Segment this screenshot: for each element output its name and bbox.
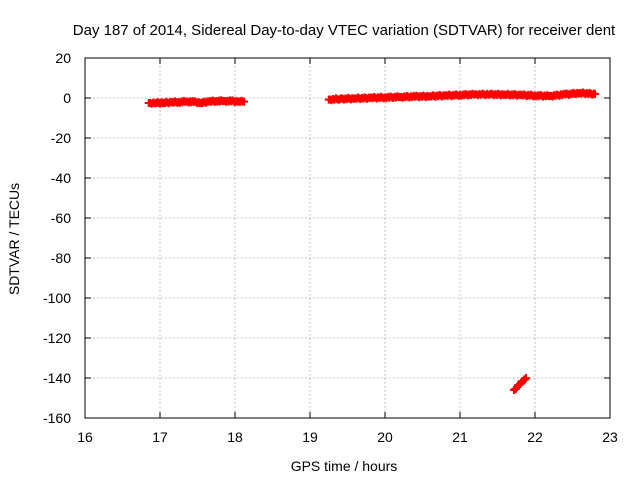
y-axis-label: SDTVAR / TECUs bbox=[6, 183, 22, 295]
data-point bbox=[238, 97, 247, 106]
x-tick-label: 19 bbox=[302, 429, 318, 445]
y-tick-label: -100 bbox=[43, 290, 71, 306]
series-segment-2 bbox=[324, 88, 599, 105]
chart-title: Day 187 of 2014, Sidereal Day-to-day VTE… bbox=[73, 22, 616, 39]
x-tick-label: 18 bbox=[227, 429, 243, 445]
series-segment-3 bbox=[510, 374, 530, 394]
x-tick-label: 20 bbox=[377, 429, 393, 445]
x-tick-label: 23 bbox=[602, 429, 618, 445]
x-tick-label: 17 bbox=[152, 429, 168, 445]
data-point bbox=[589, 89, 598, 98]
data-point bbox=[588, 90, 597, 99]
y-tick-label: -40 bbox=[51, 170, 71, 186]
y-tick-label: -140 bbox=[43, 370, 71, 386]
data-series bbox=[144, 88, 599, 394]
x-tick-label: 22 bbox=[527, 429, 543, 445]
y-tick-label: 0 bbox=[63, 90, 71, 106]
data-point bbox=[521, 375, 529, 384]
y-tick-label: -80 bbox=[51, 250, 71, 266]
y-tick-label: 20 bbox=[55, 50, 71, 66]
x-axis-label: GPS time / hours bbox=[291, 458, 398, 474]
x-tick-label: 16 bbox=[77, 429, 93, 445]
axis-ticks: 16 17 18 19 20 21 22 23 20 0 -20 -40 -60 -80 -100 -120 -… bbox=[43, 50, 618, 445]
y-tick-label: -160 bbox=[43, 410, 71, 426]
y-tick-label: -120 bbox=[43, 330, 71, 346]
x-tick-label: 21 bbox=[452, 429, 468, 445]
y-tick-label: -20 bbox=[51, 130, 71, 146]
series-segment-1 bbox=[144, 96, 248, 108]
y-tick-label: -60 bbox=[51, 210, 71, 226]
plot-frame bbox=[84, 57, 611, 419]
